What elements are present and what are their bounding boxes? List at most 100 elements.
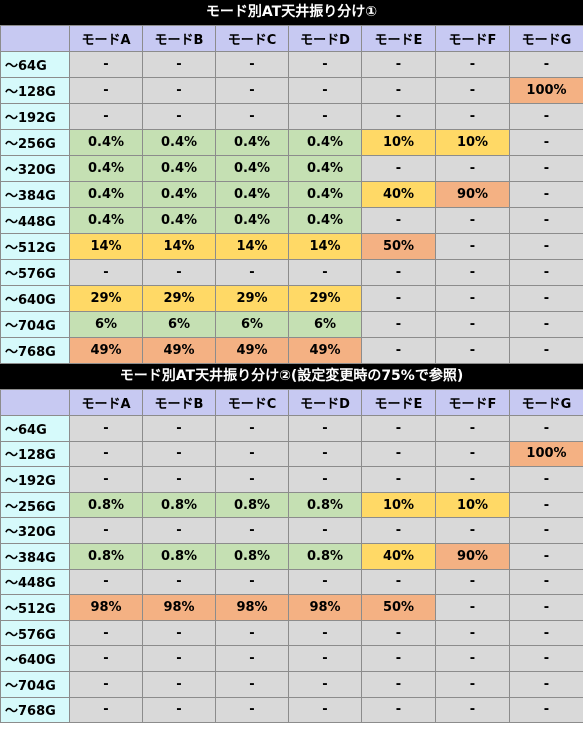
probability-cell: - bbox=[215, 645, 289, 672]
row-label-game-count: ～128G bbox=[0, 440, 70, 468]
column-header-mode: モードG bbox=[509, 25, 583, 52]
probability-cell: 98% bbox=[142, 594, 216, 621]
probability-cell: 0.4% bbox=[288, 207, 362, 234]
probability-cell: - bbox=[361, 77, 436, 104]
probability-cell: - bbox=[361, 440, 436, 468]
table-row: ～128G - - - - - -100% bbox=[0, 77, 583, 104]
probability-cell: - bbox=[215, 466, 289, 493]
table-row: ～512G 14% 14% 14% 14% 50% - - bbox=[0, 233, 583, 260]
probability-cell: 0.4% bbox=[69, 181, 143, 208]
probability-cell: - bbox=[69, 259, 143, 286]
probability-cell: 0.4% bbox=[215, 129, 289, 156]
probability-cell: - bbox=[215, 415, 289, 442]
probability-cell: - bbox=[435, 568, 510, 596]
probability-cell: 0.4% bbox=[215, 155, 289, 182]
row-label-game-count: ～320G bbox=[0, 155, 70, 182]
probability-cell: - bbox=[509, 491, 583, 519]
table-row: ～448G 0.4% 0.4% 0.4% 0.4% - - - bbox=[0, 207, 583, 234]
row-label-game-count: ～64G bbox=[0, 415, 70, 442]
probability-cell: - bbox=[361, 466, 436, 493]
probability-cell: - bbox=[361, 207, 436, 234]
probability-cell: 40% bbox=[361, 542, 436, 570]
probability-cell: - bbox=[361, 568, 436, 596]
probability-cell: - bbox=[69, 696, 143, 724]
probability-cell: - bbox=[435, 594, 510, 621]
table-row: ～640G 29% 29% 29% 29% - - - bbox=[0, 285, 583, 312]
column-header-mode: モードC bbox=[215, 25, 289, 52]
probability-cell: - bbox=[509, 696, 583, 724]
probability-cell: 29% bbox=[288, 285, 362, 312]
probability-cell: - bbox=[509, 619, 583, 647]
probability-cell: - bbox=[69, 645, 143, 672]
table-row: ～704G - - - - - - - bbox=[0, 670, 583, 698]
probability-cell: - bbox=[509, 233, 583, 260]
probability-cell: - bbox=[435, 51, 510, 78]
row-label-game-count: ～128G bbox=[0, 77, 70, 104]
probability-cell: 49% bbox=[69, 337, 143, 364]
probability-cell: - bbox=[142, 259, 216, 286]
row-label-game-count: ～704G bbox=[0, 670, 70, 698]
probability-cell: 0.8% bbox=[142, 542, 216, 570]
probability-cell: - bbox=[361, 670, 436, 698]
table-row: ～384G 0.8% 0.8% 0.8% 0.8% 40% 90% - bbox=[0, 542, 583, 570]
probability-cell: - bbox=[361, 103, 436, 130]
probability-cell: - bbox=[509, 285, 583, 312]
probability-cell: - bbox=[435, 517, 510, 544]
probability-cell: 10% bbox=[361, 491, 436, 519]
table-row: ～704G 6% 6% 6% 6% - - - bbox=[0, 311, 583, 338]
probability-cell: 0.4% bbox=[142, 207, 216, 234]
column-header-mode: モードD bbox=[288, 389, 362, 416]
probability-cell: - bbox=[435, 233, 510, 260]
probability-cell: 10% bbox=[435, 491, 510, 519]
probability-cell: 6% bbox=[142, 311, 216, 338]
probability-cell: 90% bbox=[435, 181, 510, 208]
row-label-game-count: ～704G bbox=[0, 311, 70, 338]
probability-cell: - bbox=[361, 696, 436, 724]
probability-cell: 6% bbox=[288, 311, 362, 338]
probability-cell: - bbox=[509, 181, 583, 208]
probability-cell: - bbox=[509, 568, 583, 596]
table-row: ～256G 0.8% 0.8% 0.8% 0.8% 10% 10% - bbox=[0, 491, 583, 519]
probability-cell: - bbox=[435, 285, 510, 312]
probability-cell: - bbox=[509, 155, 583, 182]
probability-cell: - bbox=[142, 51, 216, 78]
probability-cell: - bbox=[69, 77, 143, 104]
row-label-game-count: ～192G bbox=[0, 103, 70, 130]
row-label-game-count: ～384G bbox=[0, 181, 70, 208]
row-label-game-count: ～256G bbox=[0, 491, 70, 519]
probability-cell: - bbox=[69, 619, 143, 647]
ceiling-table-2: モードA モードB モードC モードD モードE モードF モードG ～64G - - - - - - -… bbox=[0, 389, 583, 724]
row-label-game-count: ～512G bbox=[0, 594, 70, 621]
row-label-game-count: ～320G bbox=[0, 517, 70, 544]
probability-cell: 29% bbox=[215, 285, 289, 312]
probability-cell: - bbox=[435, 440, 510, 468]
probability-cell: 98% bbox=[215, 594, 289, 621]
probability-cell: 49% bbox=[142, 337, 216, 364]
probability-cell: - bbox=[69, 517, 143, 544]
probability-cell: 0.4% bbox=[69, 207, 143, 234]
probability-cell: - bbox=[435, 696, 510, 724]
probability-cell: - bbox=[69, 568, 143, 596]
probability-cell: - bbox=[361, 51, 436, 78]
row-label-game-count: ～448G bbox=[0, 207, 70, 234]
probability-cell: - bbox=[361, 311, 436, 338]
probability-cell: - bbox=[509, 645, 583, 672]
probability-cell: 0.8% bbox=[215, 491, 289, 519]
probability-cell: - bbox=[509, 466, 583, 493]
probability-cell: - bbox=[69, 440, 143, 468]
probability-cell: - bbox=[435, 415, 510, 442]
probability-cell: - bbox=[288, 77, 362, 104]
probability-cell: - bbox=[509, 207, 583, 234]
header-row: モードA モードB モードC モードD モードE モードF モードG bbox=[0, 25, 583, 52]
probability-cell: - bbox=[288, 466, 362, 493]
probability-cell: - bbox=[142, 568, 216, 596]
row-label-game-count: ～448G bbox=[0, 568, 70, 596]
probability-cell: - bbox=[435, 259, 510, 286]
probability-cell: - bbox=[361, 259, 436, 286]
probability-cell: 0.8% bbox=[142, 491, 216, 519]
probability-cell: - bbox=[142, 696, 216, 724]
probability-cell: - bbox=[215, 103, 289, 130]
probability-cell: - bbox=[288, 670, 362, 698]
probability-cell: 14% bbox=[288, 233, 362, 260]
probability-cell: - bbox=[435, 77, 510, 104]
